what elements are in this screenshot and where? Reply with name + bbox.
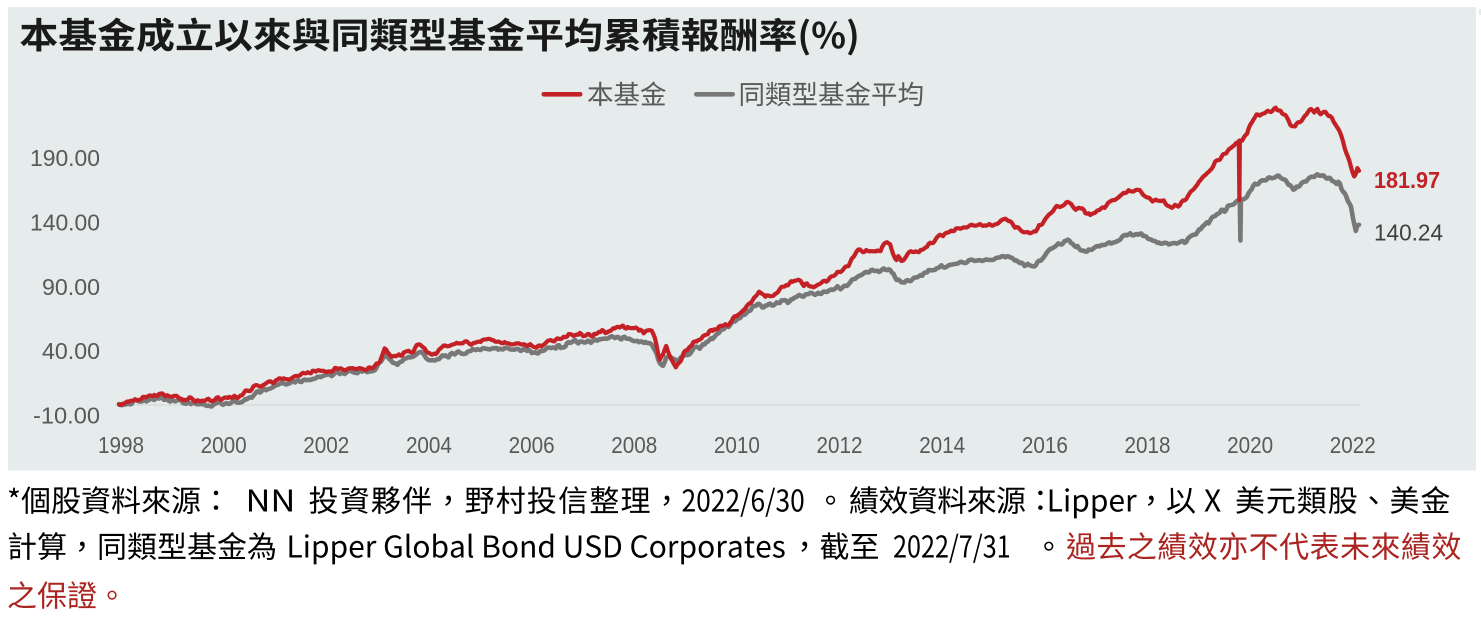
svg-text:140.00: 140.00 <box>30 209 100 235</box>
svg-text:40.00: 40.00 <box>42 338 100 364</box>
svg-text:190.00: 190.00 <box>30 145 100 171</box>
svg-text:2010: 2010 <box>714 432 760 458</box>
svg-text:2018: 2018 <box>1125 432 1171 458</box>
svg-text:2006: 2006 <box>509 432 555 458</box>
svg-text:2016: 2016 <box>1022 432 1068 458</box>
svg-text:2012: 2012 <box>817 432 863 458</box>
svg-text:2020: 2020 <box>1227 432 1273 458</box>
svg-text:1998: 1998 <box>98 432 144 458</box>
svg-text:90.00: 90.00 <box>42 274 100 300</box>
svg-text:2022: 2022 <box>1330 432 1376 458</box>
svg-text:2008: 2008 <box>611 432 657 458</box>
svg-text:2014: 2014 <box>919 432 965 458</box>
svg-text:2004: 2004 <box>406 432 452 458</box>
svg-text:181.97: 181.97 <box>1374 167 1440 193</box>
svg-text:2000: 2000 <box>201 432 247 458</box>
svg-text:2002: 2002 <box>303 432 349 458</box>
svg-text:140.24: 140.24 <box>1374 220 1443 246</box>
svg-text:-10.00: -10.00 <box>33 403 100 429</box>
